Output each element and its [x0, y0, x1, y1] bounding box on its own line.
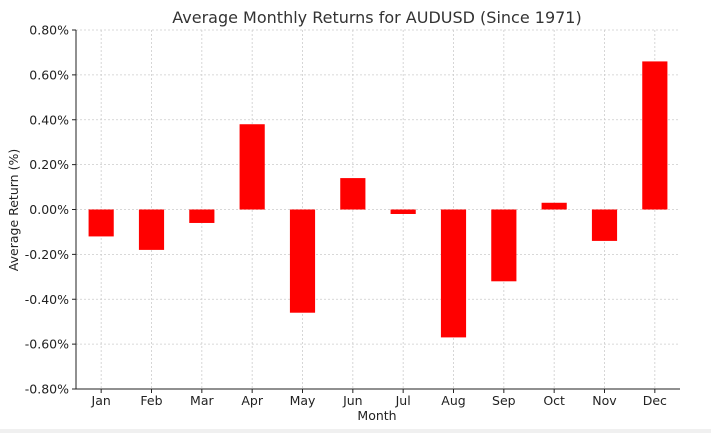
bar-jun [340, 178, 366, 210]
x-tick-label: Aug [441, 393, 465, 408]
x-tick-label: Mar [190, 393, 214, 408]
bar-oct [541, 202, 567, 210]
bottom-strip [0, 429, 711, 433]
bar-dec [642, 61, 668, 210]
bar-may [289, 209, 316, 313]
y-tick-label: -0.40% [25, 292, 69, 307]
y-tick-label: -0.80% [25, 382, 69, 397]
x-tick-label: Jan [91, 393, 111, 408]
y-tick-label: 0.60% [29, 67, 69, 82]
bars [88, 61, 668, 338]
bar-jul [390, 209, 416, 214]
bar-aug [440, 209, 467, 338]
x-tick-label: Feb [140, 393, 162, 408]
y-tick-label: 0.80% [29, 23, 69, 38]
y-axis-title: Average Return (%) [6, 149, 21, 271]
y-tick-labels: -0.80% -0.60% -0.40% -0.20% 0.00% 0.20% 0.40% 0… [25, 23, 69, 397]
bar-apr [239, 124, 265, 210]
x-tick-label: Dec [643, 393, 667, 408]
x-tick-label: Sep [492, 393, 516, 408]
x-axis-title: Month [357, 408, 396, 423]
y-tick-label: 0.40% [29, 112, 69, 127]
y-tick-label: -0.20% [25, 247, 69, 262]
x-tick-label: Jul [395, 393, 411, 408]
y-tick-label: -0.60% [25, 337, 69, 352]
y-tick-label: 0.00% [29, 202, 69, 217]
x-tick-label: Apr [241, 393, 263, 408]
x-tick-label: Nov [592, 393, 617, 408]
y-tick-label: 0.20% [29, 157, 69, 172]
bar-nov [591, 209, 618, 241]
x-tick-label: Oct [543, 393, 565, 408]
x-tick-labels: Jan Feb Mar Apr May Jun Jul Aug Sep Oct Nov Dec [91, 393, 668, 408]
x-tick-label: Jun [342, 393, 363, 408]
bar-feb [138, 209, 165, 250]
axes [72, 29, 680, 393]
bar-mar [189, 209, 215, 223]
chart-title: Average Monthly Returns for AUDUSD (Sinc… [172, 8, 581, 27]
bar-jan [88, 209, 114, 237]
bar-sep [491, 209, 517, 282]
grid [76, 29, 680, 390]
x-tick-label: May [290, 393, 316, 408]
